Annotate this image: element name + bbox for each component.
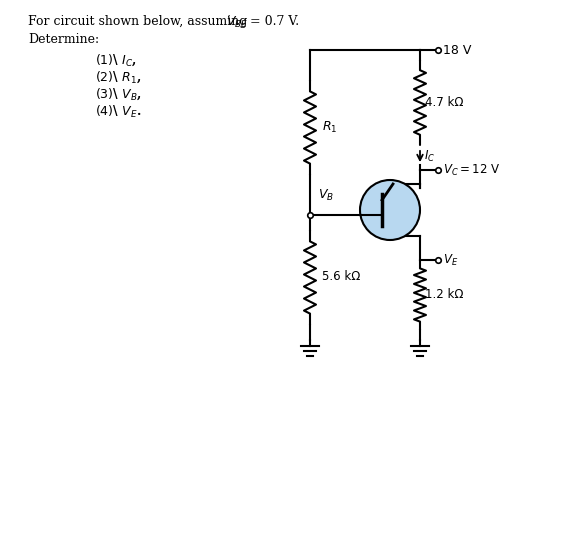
- Text: 4.7 kΩ: 4.7 kΩ: [425, 96, 463, 109]
- Text: $V_C = 12$ V: $V_C = 12$ V: [443, 163, 500, 177]
- Text: $R_1$: $R_1$: [322, 120, 337, 135]
- Text: $I_C$: $I_C$: [424, 148, 435, 164]
- Text: 18 V: 18 V: [443, 43, 471, 57]
- Text: Determine:: Determine:: [28, 33, 99, 46]
- Text: = 0.7 V.: = 0.7 V.: [250, 15, 299, 28]
- Text: $(2)$\ $R_1$,: $(2)$\ $R_1$,: [95, 70, 141, 86]
- Text: For circuit shown below, assuming: For circuit shown below, assuming: [28, 15, 251, 28]
- Circle shape: [360, 180, 420, 240]
- Text: 1.2 kΩ: 1.2 kΩ: [425, 289, 463, 301]
- Text: $(1)$\ $I_C$,: $(1)$\ $I_C$,: [95, 53, 137, 69]
- Text: $(4)$\ $V_E$.: $(4)$\ $V_E$.: [95, 104, 141, 120]
- Text: $V_B$: $V_B$: [318, 188, 334, 203]
- Text: $V_{BE}$: $V_{BE}$: [226, 15, 248, 30]
- Text: $(3)$\ $V_B$,: $(3)$\ $V_B$,: [95, 87, 142, 103]
- Text: 5.6 kΩ: 5.6 kΩ: [322, 271, 360, 283]
- Text: $V_E$: $V_E$: [443, 253, 458, 267]
